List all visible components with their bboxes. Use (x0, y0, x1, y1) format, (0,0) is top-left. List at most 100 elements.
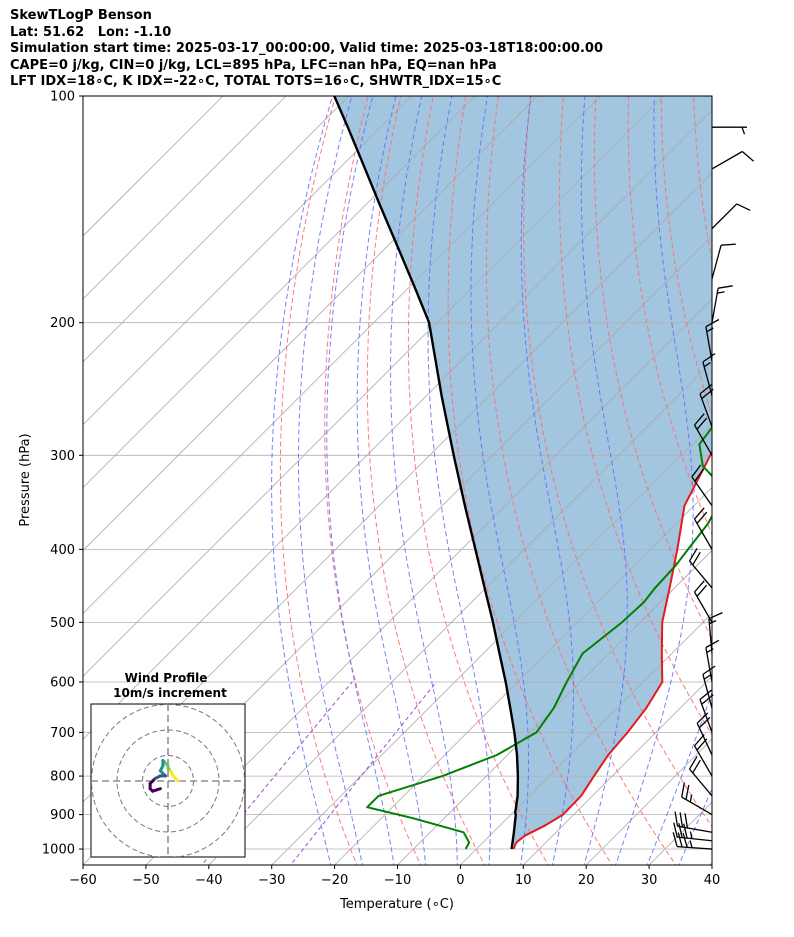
wind-barb (681, 782, 713, 816)
moist-adiabat-line (520, 96, 574, 865)
moist-adiabat-line (326, 96, 395, 865)
indices-line-2: LFT IDX=18∘C, K IDX=-22∘C, TOTAL TOTS=16… (10, 74, 502, 89)
isotherm-line (83, 96, 350, 363)
hodograph-ring (91, 704, 245, 857)
parcel-shade-area (334, 96, 712, 849)
dry-adiabat-line (366, 96, 486, 865)
isotherm-line (460, 612, 712, 865)
y-tick-label: 600 (50, 675, 75, 690)
chart-header: SkewTLogP Benson Lat: 51.62 Lon: -1.10 Sim… (10, 8, 603, 91)
moist-adiabat-line (615, 96, 694, 865)
moist-adiabat-line (470, 96, 529, 865)
moist-adiabat-line (580, 96, 628, 865)
wind-barb (711, 203, 751, 230)
y-tick-label: 900 (50, 808, 75, 823)
x-tick-label: 10 (515, 873, 532, 888)
x-tick-label: −50 (132, 873, 159, 888)
wind-barb (711, 150, 755, 170)
isotherm-line (83, 96, 224, 237)
y-tick-label: 100 (50, 90, 75, 105)
wind-barb (708, 612, 723, 654)
hodograph-inset: Wind Profile 10m/s increment (90, 671, 246, 858)
dry-adiabat-line (407, 96, 549, 865)
y-tick-label: 500 (50, 616, 75, 631)
wind-barb (688, 755, 713, 797)
wind-barb (693, 507, 713, 550)
wind-barb (672, 832, 713, 850)
moist-adiabat-line (646, 690, 712, 865)
x-tick-label: 20 (578, 873, 595, 888)
x-tick-label: 0 (456, 873, 464, 888)
dry-adiabat-line (726, 96, 794, 868)
dry-adiabat-line (279, 96, 358, 865)
wind-barb (691, 464, 713, 507)
isotherm-line (83, 96, 664, 677)
wind-barb (673, 822, 713, 842)
wind-barb (702, 665, 716, 709)
dry-adiabat-line (660, 96, 712, 417)
moist-adiabat-line (390, 96, 458, 865)
dry-adiabat-line (447, 96, 613, 865)
x-tick-label: 30 (641, 873, 658, 888)
isotherm-line (83, 96, 287, 300)
isotherm-line (397, 549, 712, 865)
dry-adiabat-line (523, 96, 712, 828)
wind-barb (674, 811, 713, 833)
dry-adiabat-line (485, 96, 677, 865)
isotherm-line (711, 864, 712, 865)
x-tick-label: −10 (384, 873, 411, 888)
dry-adiabat-line (627, 96, 712, 536)
station-title: SkewTLogP Benson (10, 8, 152, 23)
isotherm-line (271, 424, 712, 865)
y-axis-label: Pressure (hPa) (18, 433, 33, 526)
wind-barb (693, 580, 713, 623)
isotherm-line (83, 96, 538, 552)
hodograph-plot (91, 704, 245, 857)
wind-barb (702, 352, 716, 396)
dry-adiabat-line (759, 96, 794, 868)
y-axis-ticks: 1000 900 800 700 600 500 400 300 200 100 (42, 90, 83, 858)
wind-barb (693, 734, 713, 777)
x-tick-label: −20 (321, 873, 348, 888)
isotherm-line (523, 675, 712, 865)
moist-adiabat-line (678, 787, 712, 865)
wind-barbs (672, 126, 755, 850)
location-line: Lat: 51.62 Lon: -1.10 (10, 24, 172, 40)
wind-barb (696, 712, 713, 756)
wind-barb (693, 413, 713, 456)
x-axis-label: Temperature (∘C) (339, 897, 454, 912)
y-tick-label: 200 (50, 316, 75, 331)
hodograph-segment (174, 776, 180, 783)
isotherm-line (145, 298, 712, 865)
moist-adiabat-line (298, 96, 363, 865)
profile-lines (333, 96, 712, 850)
y-tick-label: 1000 (42, 843, 75, 858)
y-tick-label: 300 (50, 449, 75, 464)
time-line: Simulation start time: 2025-03-17_00:00:… (10, 41, 603, 56)
isotherm-line (334, 487, 712, 865)
x-axis-ticks: −60 −50 −40 −30 −20 −10 0 10 20 30 40 (69, 865, 720, 888)
isotherm-line (83, 96, 412, 426)
moist-adiabat-line (356, 96, 427, 865)
moist-adiabats (271, 96, 712, 865)
wind-barb (711, 126, 748, 135)
isotherm-line (83, 96, 475, 489)
x-tick-label: 40 (704, 873, 721, 888)
isotherm-line (83, 109, 712, 740)
isobar-gridlines (83, 96, 712, 850)
y-tick-label: 400 (50, 543, 75, 558)
parcel-profile-line (333, 96, 520, 850)
hodograph-subtitle: 10m/s increment (113, 686, 227, 700)
wind-barb (705, 318, 720, 362)
indices-line-1: CAPE=0 j/kg, CIN=0 j/kg, LCL=895 hPa, LF… (10, 57, 497, 73)
mixing-ratio-line (289, 681, 437, 865)
moist-adiabat-line (709, 860, 712, 865)
hodograph-title: Wind Profile (125, 671, 208, 685)
wind-barb (699, 689, 714, 733)
x-tick-label: −60 (69, 873, 96, 888)
dewpoint-profile-line (366, 425, 712, 850)
y-tick-label: 800 (50, 770, 75, 785)
wind-barb (711, 285, 733, 323)
moist-adiabat-line (271, 96, 333, 865)
